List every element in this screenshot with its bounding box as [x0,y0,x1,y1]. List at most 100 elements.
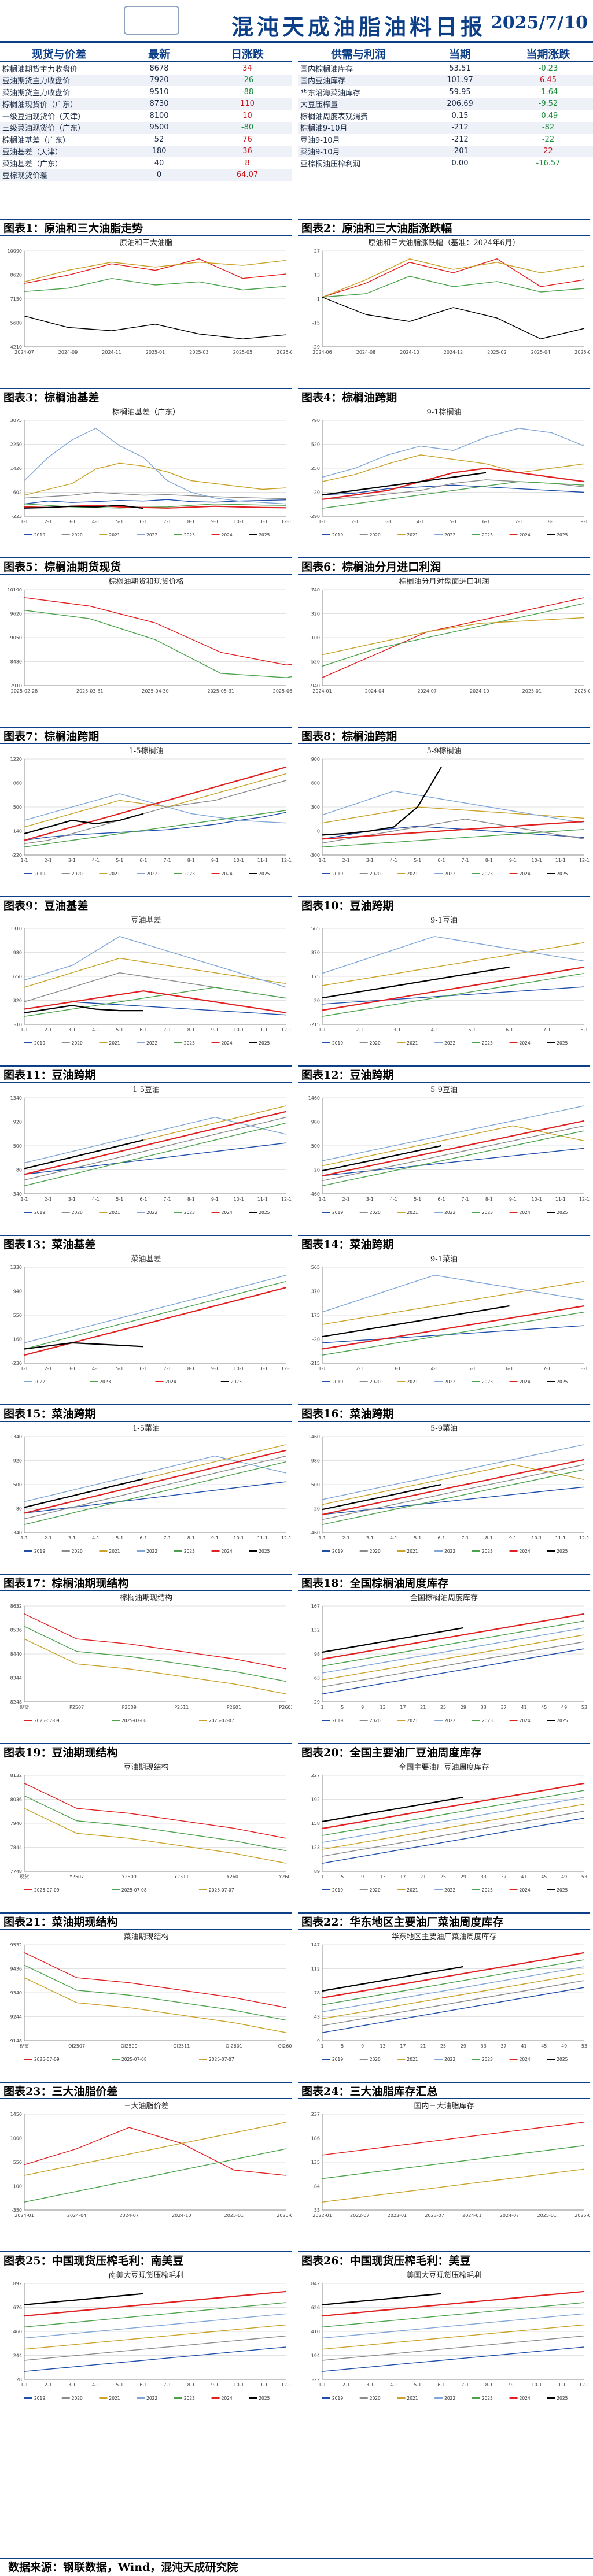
x-tick-label: 1-1 [318,1027,326,1032]
series-line [24,260,287,283]
x-tick-label: 2024-01 [462,2213,481,2218]
legend-label: 2021 [407,532,418,538]
y-tick-label: 9050 [10,635,22,641]
y-tick-label: 123 [311,1845,320,1850]
legend-label: 2024 [520,1718,531,1723]
legend-label: 2019 [34,1549,45,1554]
chart-panel-title: 图表6：棕榈油分月进口利润 [298,557,590,575]
legend-label: 2022 [444,1718,455,1723]
header-cell: 日涨跌 [230,47,264,61]
chart-panel-title: 图表22：华东地区主要油厂菜油周度库存 [298,1912,590,1930]
row-value: -0.23 [538,64,558,73]
table-row: 棕榈油期货主力收盘价 8678 34 [0,62,292,75]
row-value: 76 [242,135,252,144]
x-tick-label: Y2509 [121,1874,137,1879]
y-tick-label: 920 [13,1459,22,1464]
chart-panel: 图表8：棕榈油跨期 5-9棕榈油 -300 0 300 600 900 1-1 2-1 3-1 4-… [298,727,590,883]
legend-label: 2025 [259,532,270,538]
legend-label: 2019 [332,2396,343,2401]
legend-label: 2021 [407,1887,418,1893]
x-tick-label: 13 [380,2044,385,2049]
series-line [24,1116,287,1180]
row-label: 菜油期货主力收盘价 [2,88,71,98]
y-tick-label: 9148 [10,2038,22,2044]
x-tick-label: 4-1 [390,1535,397,1541]
y-tick-label: 7150 [10,297,22,302]
x-tick-label: 1-1 [20,2382,28,2388]
x-tick-label: Y2603 [278,1874,292,1879]
x-tick-label: 21 [420,2044,426,2049]
y-tick-label: 600 [311,781,320,786]
table-row: 豆棕现货价差 0 64.07 [0,169,292,181]
chart-title: 棕榈油期现结构 [120,1594,172,1602]
header-cell: 供需与利润 [330,47,386,61]
x-tick-label: 5-1 [116,1027,123,1032]
y-tick-label: -1 [315,297,320,302]
x-tick-label: 5-1 [414,858,421,863]
chart-panel: 图表9：豆油基差 豆油基差 -10 320 650 980 1310 1-1 2-1 3-1 4-1… [0,896,292,1052]
series-line [24,1478,144,1508]
x-tick-label: 12-1 [579,1197,590,1202]
x-tick-label: 8-1 [187,1366,195,1371]
series-line [24,277,287,292]
series-line [322,1796,464,1823]
y-tick-label: 8480 [10,660,22,665]
x-tick-label: Y2511 [174,1874,189,1879]
x-tick-label: 8-1 [580,1366,588,1371]
legend-label: 2024 [222,532,233,538]
x-tick-label: 2025-02-28 [11,689,38,694]
series-line [322,1627,464,1653]
legend-label: 2021 [109,1210,120,1215]
x-tick-label: 9-1 [211,1535,219,1541]
legend-label: 2022 [444,1549,455,1554]
x-tick-label: 2-1 [351,519,359,524]
chart-svg: 菜油期现结构 9148 9244 9340 9436 9532 现货 OI2507 OI2509… [10,1933,292,2062]
x-tick-label: 2025-06-30 [273,689,292,694]
y-tick-label: 500 [311,1482,320,1487]
x-tick-label: 4-1 [431,1366,439,1371]
x-tick-label: 7-1 [462,858,469,863]
x-tick-label: 11-1 [257,519,268,524]
row-value: 22 [543,147,553,156]
chart-panel-title: 图表14：菜油跨期 [298,1235,590,1252]
series-line [24,1449,287,1514]
x-tick-label: 2024-01 [14,2213,34,2218]
report-date: 2025/7/10 [491,13,588,33]
x-tick-label: 1 [321,2044,323,2049]
series-line [322,966,585,1011]
chart-title: 豆油基差 [131,916,161,925]
x-tick-label: 6-1 [139,1366,147,1371]
series-line [322,472,487,496]
series-line [322,1811,585,1857]
row-value: 64.07 [236,171,259,180]
legend-label: 2021 [407,1718,418,1723]
x-tick-label: 9-1 [509,858,517,863]
x-tick-label: 5-1 [414,1197,421,1202]
x-tick-label: 12-1 [281,858,292,863]
series-line [322,1483,442,1511]
x-tick-label: 1-1 [20,1366,28,1371]
x-tick-label: 6-1 [506,1027,513,1032]
x-tick-label: 2-1 [342,1535,350,1541]
y-tick-label: 0 [317,829,320,834]
series-line [24,1142,287,1175]
table-row: 棕榈油周度表观消费 0.15 -0.49 [298,110,593,122]
legend-label: 2024 [520,532,531,538]
series-line [24,1005,143,1013]
x-tick-label: OI2507 [68,2044,85,2049]
x-tick-label: 37 [501,1705,507,1710]
legend-label: 2024 [520,2057,531,2062]
x-tick-label: 2024-01 [312,689,332,694]
legend-label: 2021 [407,2057,418,2062]
chart-panel: 图表17：棕榈油期现结构 棕榈油期现结构 8248 8344 8440 8536 8632 现… [0,1574,292,1730]
x-tick-label: 3-1 [366,2382,374,2388]
series-line [24,2127,287,2176]
chart-svg: 9-1棕榈油 -290 -20 250 520 790 1-1 2-1 3-1 4-1 5-1 6-1… [310,408,588,538]
x-tick-label: 2024-07 [14,350,34,355]
x-tick-label: 4-1 [390,1197,397,1202]
chart-title: 棕榈油分月对盘面进口利润 [399,577,489,586]
x-tick-label: 11-1 [257,1535,268,1541]
chart-panel-title: 图表4：棕榈油跨期 [298,388,590,405]
header-cell: 当期涨跌 [526,47,570,61]
x-tick-label: 2024-07 [500,2213,519,2218]
